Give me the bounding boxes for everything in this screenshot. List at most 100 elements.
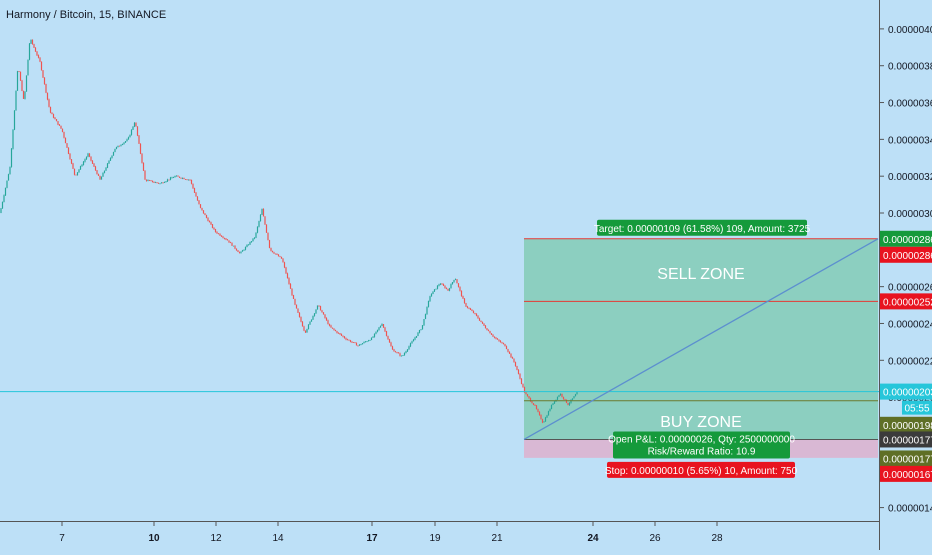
candle-body bbox=[150, 180, 152, 182]
candle-body bbox=[90, 156, 92, 161]
candle-body bbox=[391, 346, 394, 350]
candle-body bbox=[12, 129, 14, 149]
candle-body bbox=[303, 326, 305, 331]
candle-body bbox=[114, 148, 116, 153]
candle-body bbox=[415, 335, 418, 338]
candle-body bbox=[436, 285, 439, 289]
candle-body bbox=[327, 320, 329, 325]
candle-body bbox=[34, 47, 37, 52]
candle-body bbox=[339, 333, 341, 335]
candle-body bbox=[40, 61, 43, 71]
candle-body bbox=[255, 232, 257, 238]
candle-body bbox=[193, 188, 196, 193]
candle-body bbox=[498, 339, 500, 341]
candle-body bbox=[346, 339, 349, 341]
x-tick-label: 28 bbox=[711, 533, 723, 544]
candle-body bbox=[28, 43, 31, 60]
candle-body bbox=[214, 229, 217, 232]
candle-body bbox=[292, 295, 295, 299]
candle-body bbox=[229, 242, 232, 244]
candle-body bbox=[522, 383, 524, 388]
candle-body bbox=[540, 414, 542, 420]
candle-body bbox=[136, 126, 139, 136]
candle-body bbox=[333, 328, 335, 330]
candle-body bbox=[496, 338, 499, 340]
candle-body bbox=[112, 152, 115, 156]
candle-body bbox=[175, 175, 178, 177]
candle-body bbox=[219, 233, 221, 236]
candle-body bbox=[463, 298, 466, 304]
y-tick-label: 0.00000220 bbox=[888, 356, 932, 367]
candle-body bbox=[69, 153, 71, 160]
candle-body bbox=[547, 411, 550, 416]
candle-body bbox=[25, 75, 28, 92]
candle-body bbox=[348, 339, 350, 341]
candle-body bbox=[133, 122, 136, 127]
candle-body bbox=[484, 325, 487, 329]
candle-body bbox=[87, 153, 89, 157]
candle-body bbox=[244, 247, 247, 250]
candle-body bbox=[117, 145, 119, 148]
candle-body bbox=[55, 119, 58, 122]
candle-body bbox=[408, 346, 410, 350]
candle-body bbox=[369, 340, 371, 341]
price-label-red bbox=[880, 293, 932, 310]
candle-body bbox=[423, 319, 425, 326]
candle-body bbox=[298, 312, 301, 317]
candle-body bbox=[318, 305, 320, 307]
candle-body bbox=[433, 289, 436, 292]
candle-body bbox=[75, 174, 77, 176]
y-tick-label: 0.00000400 bbox=[888, 25, 932, 36]
candle-body bbox=[247, 244, 250, 246]
candle-body bbox=[405, 351, 407, 354]
candle-body bbox=[78, 169, 80, 173]
candle-body bbox=[141, 153, 143, 163]
candle-body bbox=[100, 176, 103, 180]
candle-body bbox=[564, 398, 566, 400]
candle-body bbox=[211, 224, 214, 228]
candle-body bbox=[537, 409, 539, 412]
candle-body bbox=[301, 321, 304, 327]
candle-body bbox=[154, 182, 157, 184]
time-axis[interactable]: 7 10 12 14 17 19 21 24 26 28 bbox=[59, 522, 723, 544]
candle-body bbox=[49, 106, 52, 113]
candle-body bbox=[108, 160, 110, 164]
candle-body bbox=[534, 404, 536, 406]
candle-body bbox=[465, 303, 467, 307]
candle-body bbox=[163, 182, 166, 183]
candle-body bbox=[10, 148, 13, 167]
candle-body bbox=[421, 325, 424, 330]
candle-body bbox=[111, 155, 113, 159]
candle-body bbox=[222, 236, 224, 238]
price-label-text: 0.00000286 bbox=[883, 235, 932, 246]
candle-body bbox=[297, 308, 299, 313]
price-label-red bbox=[880, 465, 932, 482]
price-label-text: 0.00000177 bbox=[883, 454, 932, 465]
candle-body bbox=[570, 399, 572, 403]
candle-body bbox=[514, 362, 517, 366]
candle-body bbox=[79, 166, 82, 170]
candle-body bbox=[121, 144, 124, 145]
candle-body bbox=[453, 279, 455, 283]
x-tick-label: 19 bbox=[429, 533, 441, 544]
candle-body bbox=[93, 163, 95, 167]
candle-body bbox=[478, 318, 481, 321]
candle-body bbox=[205, 215, 208, 218]
candle-body bbox=[544, 417, 547, 422]
candle-body bbox=[199, 204, 202, 208]
candle-body bbox=[217, 233, 220, 235]
x-tick-label: 24 bbox=[587, 533, 599, 544]
candle-body bbox=[558, 395, 560, 397]
candle-body bbox=[300, 316, 302, 322]
candle-body bbox=[210, 222, 212, 225]
candle-body bbox=[316, 305, 319, 310]
candle-body bbox=[66, 143, 68, 148]
candle-body bbox=[82, 161, 85, 165]
x-tick-label: 26 bbox=[649, 533, 661, 544]
candle-body bbox=[516, 365, 518, 370]
candle-body bbox=[102, 172, 104, 177]
candle-body bbox=[99, 175, 101, 180]
candle-body bbox=[249, 241, 251, 245]
candle-body bbox=[313, 313, 316, 316]
